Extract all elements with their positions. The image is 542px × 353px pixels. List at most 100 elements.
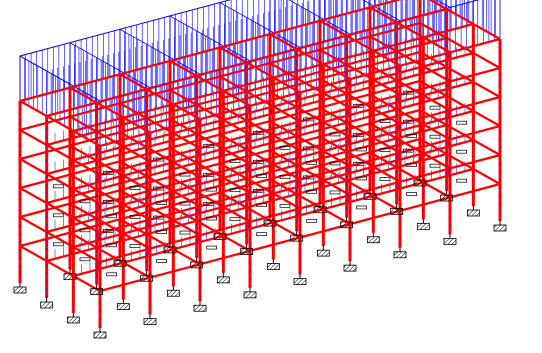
beam-transverse — [69, 144, 151, 192]
beam-transverse — [319, 77, 401, 125]
member-label-mark — [179, 172, 191, 177]
member-label-mark — [106, 243, 118, 248]
beam-transverse — [69, 86, 151, 134]
member-label-mark — [102, 229, 114, 233]
member-label-mark — [406, 134, 418, 138]
member-label-mark — [229, 188, 241, 193]
beam-transverse — [419, 22, 501, 69]
beam-transverse — [69, 231, 151, 279]
fixed-support — [343, 264, 357, 272]
member-label-mark — [206, 187, 218, 192]
beam-transverse — [428, 0, 501, 40]
member-label-mark — [256, 203, 268, 208]
member-label-mark — [456, 120, 468, 125]
fixed-support — [163, 246, 177, 254]
member-label-mark — [306, 160, 318, 165]
beam-transverse — [119, 73, 201, 121]
member-label-mark — [406, 163, 418, 167]
beam-transverse — [419, 80, 501, 127]
fixed-support — [416, 222, 430, 230]
fixed-support — [193, 304, 207, 312]
member-label-mark — [402, 148, 414, 153]
member-label-mark — [429, 163, 441, 168]
fixed-support — [40, 301, 54, 309]
member-label-mark — [302, 117, 314, 122]
member-label-mark — [306, 218, 318, 223]
beam-transverse — [119, 160, 201, 208]
member-label-mark — [379, 148, 391, 152]
fixed-support — [266, 263, 280, 270]
beam-transverse — [269, 149, 351, 197]
frame-members — [18, 0, 502, 328]
fixed-support — [263, 219, 277, 227]
beam-transverse — [269, 178, 351, 226]
member-label-mark — [356, 147, 368, 152]
member-label-mark — [429, 105, 441, 110]
fixed-support — [443, 237, 457, 245]
member-label-mark — [429, 134, 441, 139]
member-label-mark — [179, 201, 191, 206]
beam-transverse — [369, 6, 451, 54]
beam-transverse — [119, 131, 201, 179]
member-label-mark — [156, 230, 168, 234]
member-label-mark — [406, 192, 418, 196]
beam-transverse — [369, 122, 451, 170]
member-label-mark — [456, 178, 468, 183]
fixed-support — [243, 291, 257, 299]
member-label-mark — [456, 149, 468, 154]
member-label-mark — [379, 119, 391, 123]
member-label-mark — [179, 230, 191, 235]
beam-transverse — [319, 19, 401, 67]
fixed-support — [413, 179, 427, 187]
fixed-support — [140, 274, 154, 282]
member-label-mark — [256, 232, 268, 237]
fixed-support — [290, 234, 304, 242]
fixed-support — [313, 206, 327, 214]
beam-transverse — [119, 218, 201, 266]
member-label-mark — [202, 144, 214, 149]
beam-transverse — [19, 216, 101, 263]
member-label-mark — [152, 215, 164, 220]
beam-transverse — [319, 164, 401, 212]
beam-transverse — [269, 62, 351, 110]
beam-transverse — [269, 33, 351, 81]
member-label-mark — [356, 205, 368, 210]
fixed-support — [113, 259, 127, 267]
beam-transverse — [69, 173, 151, 221]
beam-transverse — [369, 151, 451, 199]
member-label-mark — [52, 184, 64, 189]
member-label-mark — [156, 201, 168, 205]
fixed-support — [90, 288, 104, 296]
fixed-support — [293, 278, 307, 285]
member-label-mark — [129, 244, 141, 248]
member-label-mark — [252, 130, 264, 135]
fixed-support — [363, 192, 377, 200]
fixed-support — [493, 224, 507, 232]
beam-transverse — [219, 191, 301, 239]
beam-transverse — [219, 133, 301, 181]
fixed-support — [240, 248, 254, 255]
beam-transverse — [169, 175, 251, 223]
member-label-mark — [156, 259, 168, 263]
beam-transverse — [319, 135, 401, 183]
fixed-support — [66, 316, 80, 324]
member-label-mark — [329, 132, 341, 137]
member-label-mark — [102, 171, 114, 175]
member-label-mark — [79, 257, 91, 262]
fixed-support — [190, 261, 204, 269]
member-label-mark — [152, 186, 164, 191]
member-label-mark — [229, 159, 241, 164]
beam-transverse — [69, 202, 151, 250]
member-label-mark — [279, 203, 291, 208]
member-label-mark — [52, 213, 64, 218]
member-label-mark — [202, 173, 214, 178]
beam-transverse — [19, 187, 101, 234]
beam-transverse — [419, 51, 501, 98]
beam-transverse — [219, 46, 301, 94]
beam-transverse — [219, 104, 301, 152]
member-label-mark — [356, 176, 368, 181]
fixed-support — [366, 236, 380, 244]
member-labels — [52, 90, 468, 277]
member-label-mark — [352, 162, 364, 166]
